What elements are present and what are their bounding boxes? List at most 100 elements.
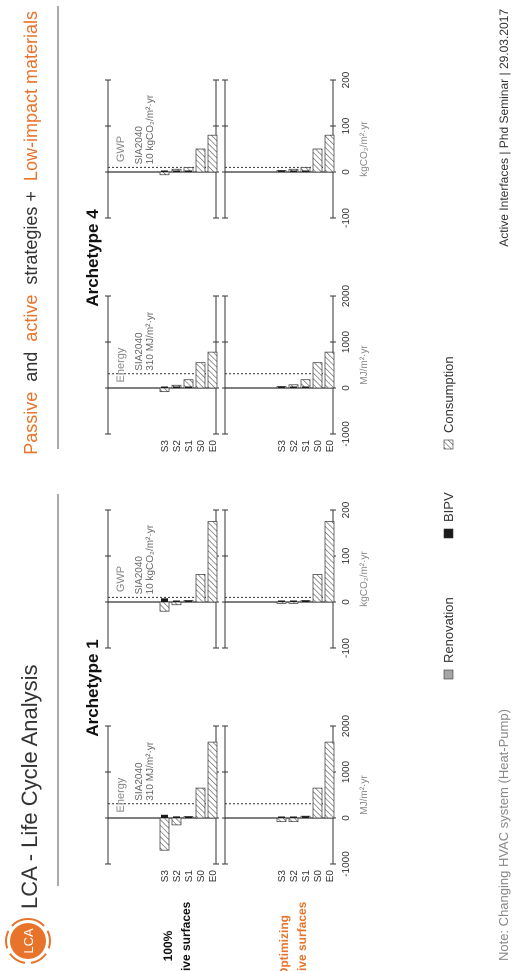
category-label: S0 (196, 870, 207, 883)
consumption-bar (160, 172, 169, 175)
consumption-bar (196, 363, 205, 388)
legend-label-bipv: BIPV (441, 492, 456, 522)
row-label-100: 100% Active surfaces (161, 901, 193, 971)
bipv-bar (302, 817, 309, 819)
category-label: S1 (184, 870, 195, 883)
subtitle-passive: Passive (21, 392, 41, 455)
x-tick-label: 100 (341, 117, 352, 134)
bipv-bar (161, 598, 168, 602)
bipv-bar (173, 171, 180, 173)
bipv-bar (161, 171, 168, 173)
x-tick-label: 0 (341, 599, 352, 605)
consumption-bar (208, 742, 217, 818)
bipv-bar (302, 601, 309, 603)
category-label: S2 (172, 440, 183, 453)
bipv-bar (173, 816, 180, 818)
x-tick-label: 100 (341, 547, 352, 564)
threshold-label-line1: SIA2040 (134, 762, 145, 801)
consumption-bar (172, 602, 181, 605)
x-axis-label: kgCO₂/m²·yr (359, 551, 370, 607)
threshold-label-line2: 310 MJ/m²·yr (145, 311, 156, 371)
x-tick-label: 0 (341, 385, 352, 391)
threshold-label-line1: SIA2040 (134, 332, 145, 371)
consumption-bar (325, 522, 334, 603)
consumption-bar (313, 574, 322, 602)
panel-3: -100 0 100 200 kgCO₂/m²·yr (222, 501, 370, 658)
category-label: S0 (196, 440, 207, 453)
category-label: S0 (313, 870, 324, 883)
threshold-label-line2: 310 MJ/m²·yr (145, 741, 156, 801)
x-tick-label: -1000 (341, 851, 352, 877)
category-label: S2 (289, 870, 300, 883)
bipv-bar (173, 601, 180, 603)
consumption-bar (208, 522, 217, 603)
category-label: S3 (277, 440, 288, 453)
threshold-label-line2: 10 kgCO₂/m²·yr (145, 524, 156, 594)
panel-7: -100 0 100 200 kgCO₂/m²·yr (222, 71, 370, 228)
bipv-bar (161, 815, 168, 818)
consumption-bar (196, 574, 205, 602)
consumption-bar (172, 818, 181, 825)
legend-swatch-consumption (444, 440, 453, 449)
row-label-100-line1: 100% (161, 930, 175, 961)
row-label-100-line2: Active surfaces (179, 901, 193, 971)
category-label: S0 (313, 440, 324, 453)
archetype-1-heading: Archetype 1 (83, 639, 102, 736)
consumption-bar (196, 149, 205, 172)
bipv-bar (302, 171, 309, 173)
footer-text: Active Interfaces | Phd Seminar | 29.03.… (497, 9, 511, 247)
category-label: E0 (208, 870, 219, 883)
category-label: S1 (301, 440, 312, 453)
bipv-bar (185, 601, 192, 603)
panel-title: GWP (115, 566, 127, 592)
category-label: E0 (325, 870, 336, 883)
x-tick-label: 200 (341, 71, 352, 88)
page-subtitle: Passive and active strategies + Low-impa… (21, 11, 41, 455)
subtitle-materials: Low-impact materials (21, 11, 41, 181)
category-label: S3 (160, 870, 171, 883)
x-tick-label: 1000 (341, 330, 352, 353)
consumption-bar (313, 788, 322, 818)
panel-2: -1000 0 1000 2000 S3 S2 S1 S0 E0 MJ/m²·yr (222, 714, 370, 882)
bipv-bar (278, 171, 285, 173)
panel-6: -1000 0 1000 2000 S3 S2 S1 S0 E0 MJ/m²·yr (222, 284, 370, 452)
legend-swatch-bipv (444, 529, 453, 538)
bipv-bar (290, 817, 297, 819)
bipv-bar (185, 817, 192, 819)
panel-title: Energy (115, 347, 127, 382)
bipv-bar (302, 387, 309, 389)
bipv-bar (278, 387, 285, 389)
consumption-bar (325, 742, 334, 818)
x-tick-label: 2000 (341, 714, 352, 737)
x-axis-label: MJ/m²·yr (359, 345, 370, 385)
consumption-bar (313, 363, 322, 388)
consumption-bar (208, 135, 217, 172)
legend-label-renovation: Renovation (441, 597, 456, 663)
x-axis-label: MJ/m²·yr (359, 775, 370, 815)
category-label: E0 (208, 440, 219, 453)
category-label: S2 (172, 870, 183, 883)
x-tick-label: 200 (341, 501, 352, 518)
panel-4: Energy SIA2040 310 MJ/m²·yr S3 S2 S1 S0 E0 (105, 296, 219, 452)
consumption-bar (160, 602, 169, 611)
subtitle-and: and (21, 347, 41, 387)
x-tick-label: 0 (341, 169, 352, 175)
x-tick-label: 0 (341, 815, 352, 821)
panel-title: Energy (115, 777, 127, 812)
row-label-optimizing-line1: Optimizing (277, 915, 291, 971)
threshold-label-line1: SIA2040 (134, 126, 145, 165)
legend-label-consumption: Consumption (441, 356, 456, 433)
bipv-bar (290, 387, 297, 389)
x-tick-label: -100 (341, 638, 352, 658)
row-label-optimizing-line2: Active surfaces (295, 901, 309, 971)
bipv-bar (278, 601, 285, 603)
category-label: S1 (184, 440, 195, 453)
consumption-bar (160, 388, 169, 392)
consumption-bar (325, 135, 334, 172)
row-label-optimizing: Optimizing Active surfaces (277, 901, 309, 971)
bipv-bar (185, 171, 192, 173)
consumption-bar (289, 602, 298, 604)
